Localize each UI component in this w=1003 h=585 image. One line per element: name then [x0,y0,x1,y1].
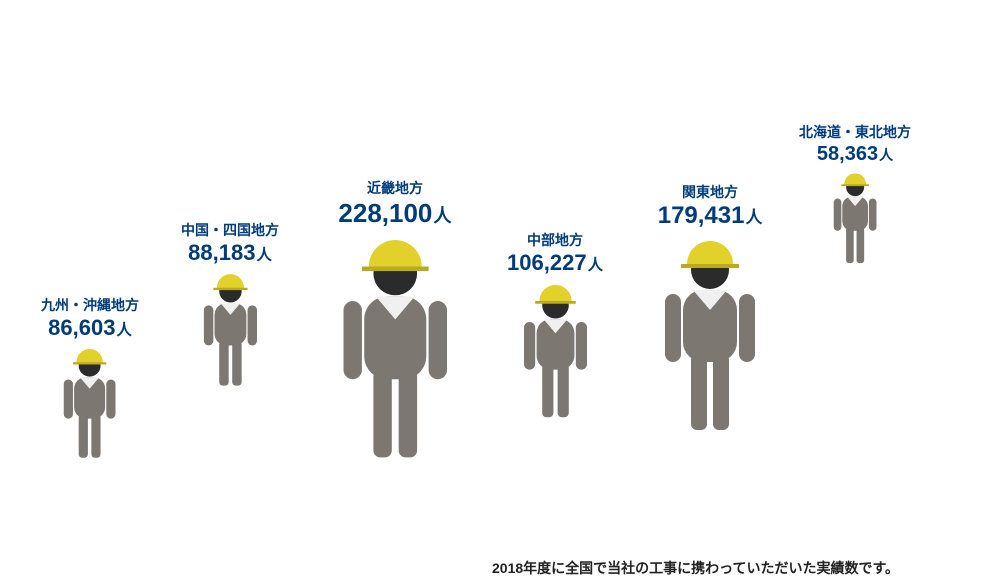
region-value-number: 106,227 [507,250,587,275]
worker-icon-wrap [305,232,485,467]
caption-text: 2018年度に全国で当社の工事に携わっていただいた実績数です。 [492,558,899,578]
infographic-canvas: 九州・沖縄地方 86,603人 中国・四国地方 88,183人 [0,0,1003,585]
region-value-number: 88,183 [188,240,255,265]
unit-suffix: 人 [116,322,131,339]
region-chubu: 中部地方 106,227人 [465,230,645,425]
region-value: 58,363人 [765,144,945,164]
region-value: 228,100人 [305,200,485,226]
worker-icon-wrap [140,270,320,393]
worker-icon [332,232,459,467]
region-label: 北海道・東北地方 [765,122,945,142]
unit-suffix: 人 [256,247,271,264]
unit-suffix: 人 [879,147,893,163]
region-value-number: 179,431 [658,202,745,229]
worker-icon [58,345,121,465]
unit-suffix: 人 [433,206,451,226]
worker-icon [829,170,881,270]
region-chugoku-shikoku: 中国・四国地方 88,183人 [140,220,320,393]
region-label: 近畿地方 [305,178,485,198]
worker-icon [198,270,263,393]
worker-icon [655,234,765,439]
region-kinki: 近畿地方 228,100人 [305,178,485,467]
worker-icon [517,280,594,425]
region-value: 106,227人 [465,252,645,274]
region-label: 中国・四国地方 [140,220,320,240]
region-value: 88,183人 [140,242,320,264]
region-hokkaido-tohoku: 北海道・東北地方 58,363人 [765,122,945,270]
unit-suffix: 人 [588,257,603,274]
region-value-number: 86,603 [48,315,115,340]
region-label: 中部地方 [465,230,645,250]
region-value-number: 58,363 [817,143,878,165]
worker-icon-wrap [465,280,645,425]
unit-suffix: 人 [745,208,762,227]
worker-icon-wrap [765,170,945,270]
region-value-number: 228,100 [338,198,432,228]
